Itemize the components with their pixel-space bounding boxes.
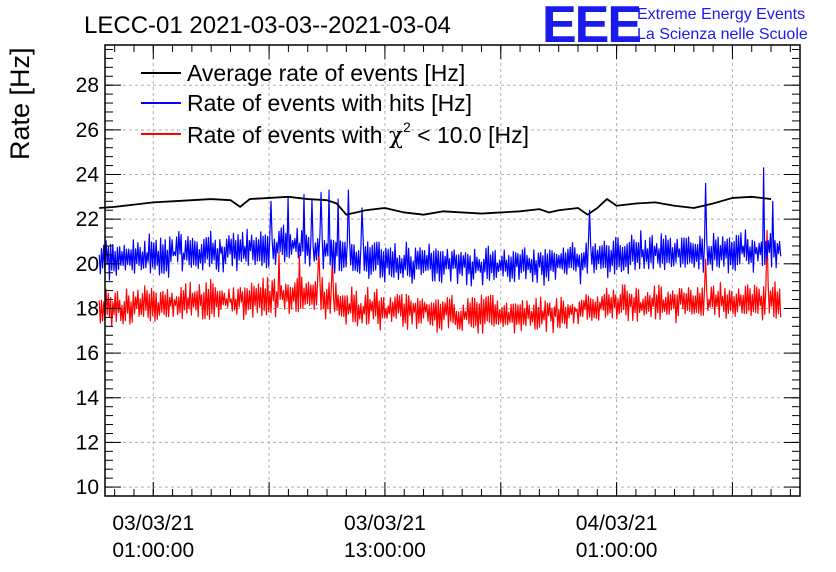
- axis-ticks: [105, 45, 800, 497]
- y-tick-label: 16: [76, 342, 99, 365]
- eee-logo-line2: La Scienza nelle Scuole: [637, 26, 808, 43]
- series-lines: [98, 167, 782, 334]
- eee-logo-text: EEE: [542, 0, 640, 54]
- series-line-1: [98, 167, 782, 287]
- y-tick-label: 22: [76, 208, 99, 231]
- x-tick-label-date: 03/03/21: [344, 512, 426, 535]
- x-tick-label-time: 01:00:00: [112, 539, 194, 562]
- x-tick-label-time: 01:00:00: [576, 539, 658, 562]
- x-tick-label-date: 03/03/21: [112, 512, 194, 535]
- legend-label-average: Average rate of events [Hz]: [187, 60, 465, 86]
- x-tick-label-time: 13:00:00: [344, 539, 426, 562]
- y-tick-label: 12: [76, 431, 99, 454]
- y-tick-label: 14: [76, 387, 100, 410]
- y-tick-label: 18: [76, 297, 99, 320]
- y-tick-label: 28: [76, 74, 99, 97]
- series-line-2: [98, 229, 782, 334]
- y-tick-label: 24: [76, 163, 100, 186]
- chart-title: LECC-01 2021-03-03--2021-03-04: [84, 12, 451, 39]
- y-axis-title: Rate [Hz]: [5, 47, 35, 160]
- eee-logo-line1: Extreme Energy Events: [637, 6, 805, 23]
- legend: Average rate of events [Hz] Rate of even…: [141, 60, 529, 149]
- series-line-0: [99, 195, 772, 216]
- y-tick-label: 10: [76, 476, 99, 499]
- y-tick-label: 26: [76, 119, 99, 142]
- x-tick-label-date: 04/03/21: [576, 512, 658, 535]
- eee-logo: EEE Extreme Energy Events La Scienza nel…: [542, 0, 808, 54]
- plot-frame: [104, 44, 801, 497]
- y-tick-label: 20: [76, 253, 99, 276]
- tick-labels: 10 12 14 16 18 20 22 24 26 28 03/03/21 01:00:00 03/0…: [76, 74, 658, 562]
- legend-label-chi2: Rate of events with χ2 < 10.0 [Hz]: [187, 119, 529, 149]
- legend-label-hits: Rate of events with hits [Hz]: [187, 90, 472, 116]
